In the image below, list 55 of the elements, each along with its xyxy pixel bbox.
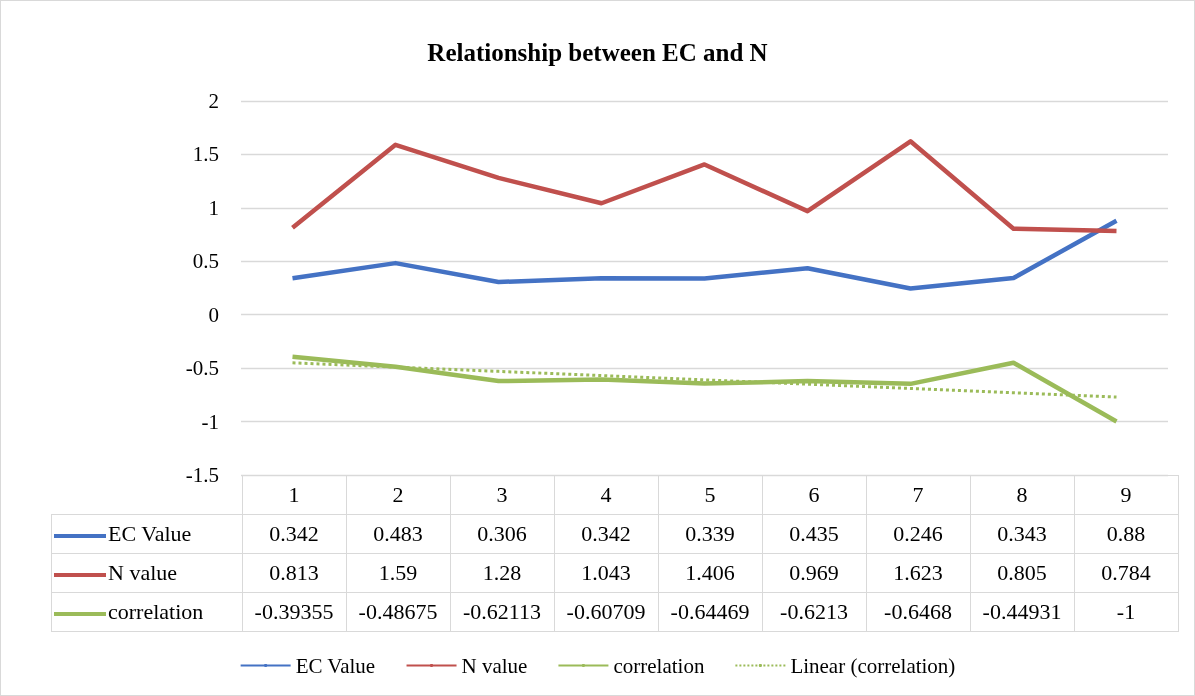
y-tick-label: -1: [201, 409, 219, 434]
legend-label: N value: [51, 553, 242, 593]
data-label: 0.813: [242, 553, 346, 593]
x-tick-label: 4: [554, 475, 658, 515]
data-label: 0.88: [1074, 514, 1178, 554]
data-label: 0.343: [970, 514, 1074, 554]
data-label: 0.784: [1074, 553, 1178, 593]
x-tick-label: 3: [450, 475, 554, 515]
data-label: 1.28: [450, 553, 554, 593]
data-label: 0.342: [554, 514, 658, 554]
data-label: 0.339: [658, 514, 762, 554]
y-tick-label: -1.5: [185, 463, 219, 487]
line-series: [290, 354, 1119, 424]
data-label: 0.342: [242, 514, 346, 554]
data-label: 1.406: [658, 553, 762, 593]
x-tick-label: 8: [970, 475, 1074, 515]
chart-title: Relationship between EC and N: [427, 39, 768, 66]
y-tick-label: 1: [208, 195, 219, 220]
x-tick-label: 5: [658, 475, 762, 515]
data-label: -0.64469: [658, 592, 762, 632]
y-tick-label: 1.5: [192, 142, 219, 167]
x-tick-label: 2: [346, 475, 450, 515]
legend-label: Linear (correlation): [790, 653, 956, 678]
data-label: -0.48675: [346, 592, 450, 632]
y-tick-label: 0.5: [192, 249, 219, 274]
text: N value: [461, 653, 528, 678]
data-label: 0.306: [450, 514, 554, 554]
data-label: -0.6213: [762, 592, 866, 632]
y-tick-label: -0.5: [185, 356, 219, 381]
legend-label: EC Value: [51, 514, 242, 554]
x-tick-label: 9: [1074, 475, 1178, 515]
text: EC Value: [295, 653, 376, 678]
data-label: 0.483: [346, 514, 450, 554]
x-tick-label: 1: [242, 475, 346, 515]
data-label: 0.969: [762, 553, 866, 593]
data-label: -0.44931: [970, 592, 1074, 632]
x-tick-label: 7: [866, 475, 970, 515]
data-label: 1.59: [346, 553, 450, 593]
data-label: -0.39355: [242, 592, 346, 632]
data-label: 0.435: [762, 514, 866, 554]
data-label: -0.62113: [450, 592, 554, 632]
data-label: 0.805: [970, 553, 1074, 593]
y-tick-label: 0: [208, 302, 219, 327]
legend-label: correlation: [51, 592, 242, 632]
y-tick-label: 2: [208, 89, 219, 113]
data-label: -1: [1074, 592, 1178, 632]
text: correlation: [613, 653, 705, 678]
data-label: -0.6468: [866, 592, 970, 632]
data-label: -0.60709: [554, 592, 658, 632]
data-label: 1.043: [554, 553, 658, 593]
line-series: [290, 139, 1119, 234]
x-tick-label: 6: [762, 475, 866, 515]
line-series: [290, 218, 1119, 291]
data-label: 0.246: [866, 514, 970, 554]
data-label: 1.623: [866, 553, 970, 593]
